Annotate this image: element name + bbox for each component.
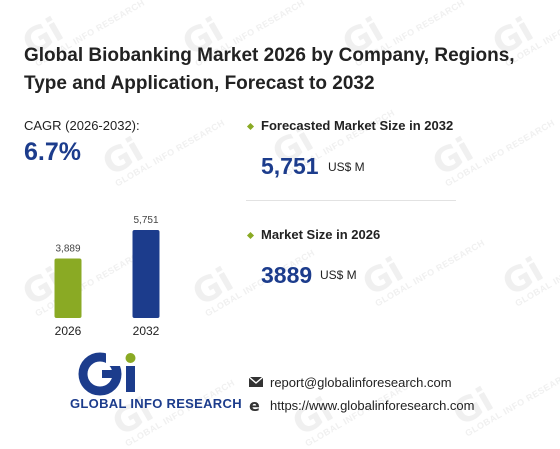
cagr-value: 6.7% xyxy=(24,138,81,166)
svg-text:e: e xyxy=(249,397,260,413)
contact-email[interactable]: report@globalinforesearch.com xyxy=(248,374,452,390)
gi-logo-icon xyxy=(78,352,136,396)
page-title: Global Biobanking Market 2026 by Company… xyxy=(24,45,515,94)
bar-value-label: 3,889 xyxy=(55,243,80,254)
current-label: Market Size in 2026 xyxy=(261,227,381,242)
cagr-label: CAGR (2026-2032): xyxy=(24,118,140,133)
bar-chart: 3,889 2026 5,751 2032 xyxy=(54,215,160,338)
bar-value-label: 5,751 xyxy=(133,215,158,226)
category-label: 2026 xyxy=(55,324,82,338)
divider xyxy=(246,200,456,201)
bar-2032 xyxy=(132,230,160,318)
forecast-unit: US$ M xyxy=(328,160,365,174)
email-link[interactable]: report@globalinforesearch.com xyxy=(270,374,452,390)
category-label: 2032 xyxy=(133,324,160,338)
logo-text: GLOBAL INFO RESEARCH xyxy=(70,396,242,411)
contact-website[interactable]: e https://www.globalinforesearch.com xyxy=(248,397,474,413)
website-link[interactable]: https://www.globalinforesearch.com xyxy=(270,397,475,413)
forecast-value: 5,751 xyxy=(261,153,319,179)
current-unit: US$ M xyxy=(320,268,357,282)
current-value: 3889 xyxy=(261,262,313,288)
forecast-label: Forecasted Market Size in 2032 xyxy=(261,118,454,133)
browser-e-icon: e xyxy=(249,397,260,413)
company-logo: GLOBAL INFO RESEARCH xyxy=(70,350,242,412)
bar-2026 xyxy=(54,258,82,318)
envelope-icon xyxy=(248,376,264,387)
